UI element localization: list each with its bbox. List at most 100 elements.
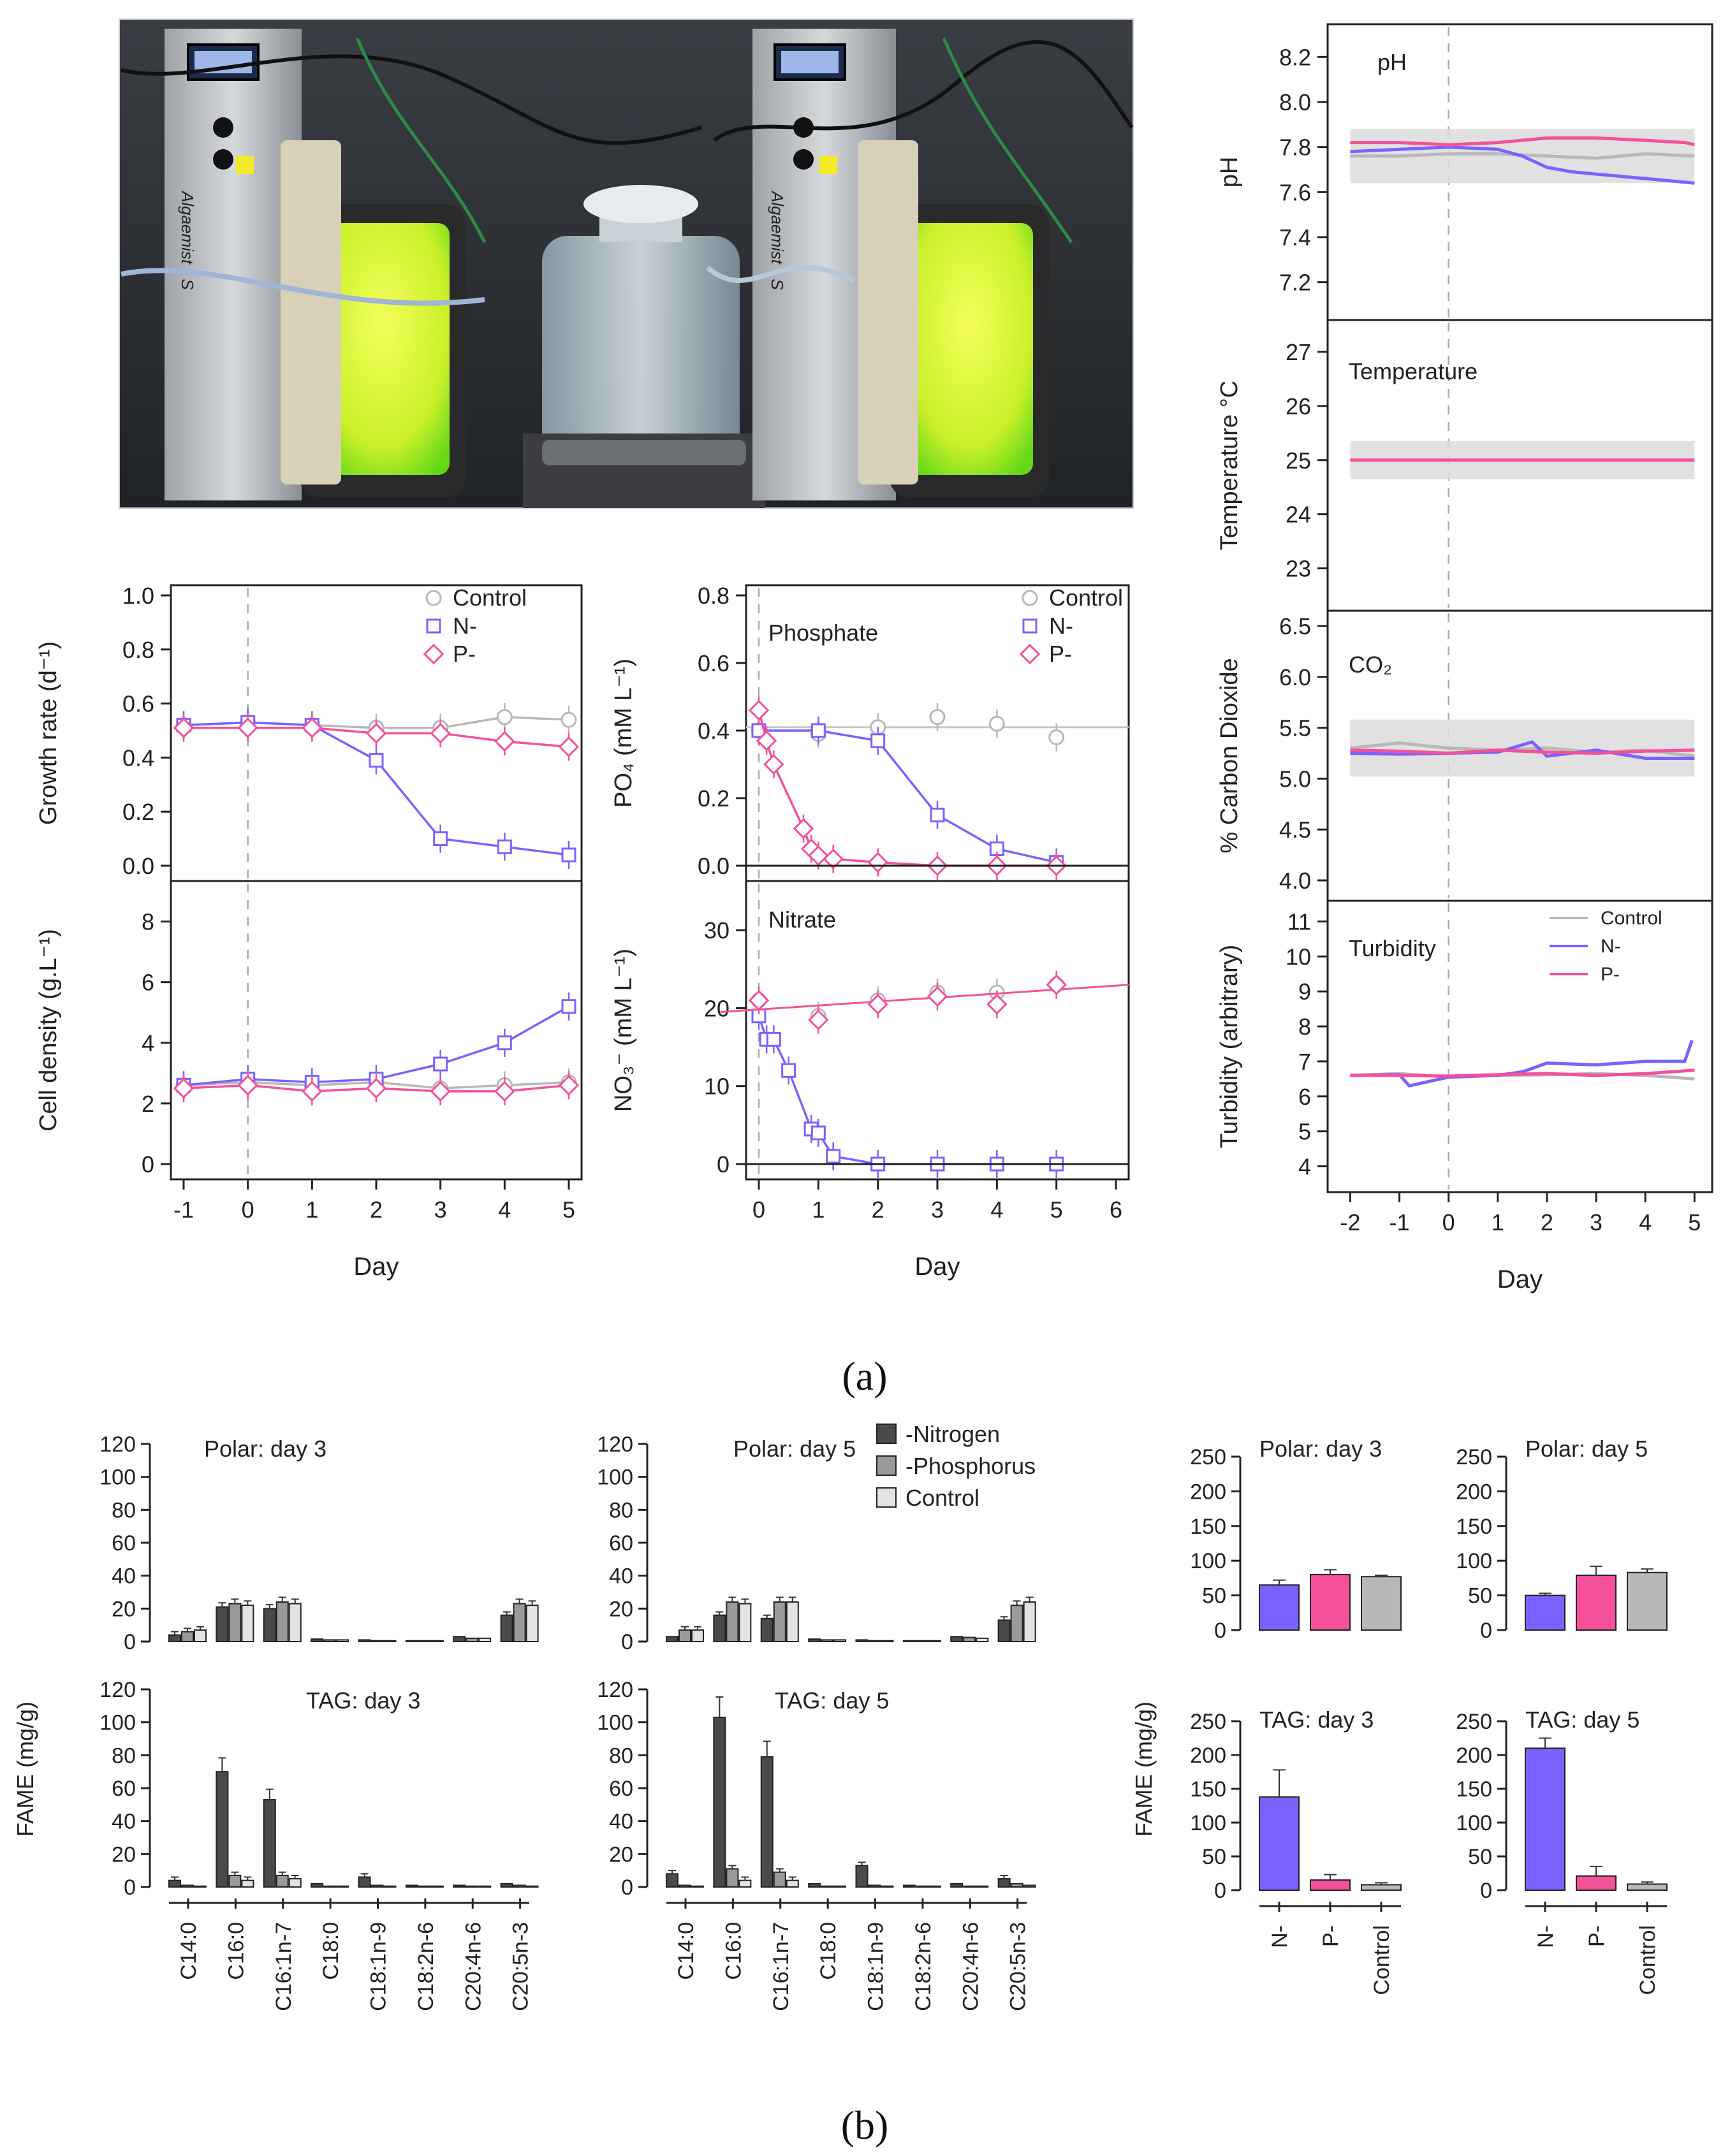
y-tick-label: 0.6 [698, 650, 730, 676]
co2-chart: 4.0 4.5 5.0 5.5 6.0 6.5 % Carbon Dioxide CO₂ [1216, 609, 1713, 902]
y-tick-label: 100 [1190, 1811, 1226, 1835]
point-P- [494, 1081, 515, 1102]
x-tick-label: 4 [990, 1197, 1003, 1223]
polar-day5-chart: 0 20 40 60 80 100 120 Polar: day 5 -Nitrogen -Pho… [597, 1421, 1036, 1654]
bar--Nitrogen [950, 1636, 964, 1642]
bar--Nitrogen [713, 1614, 726, 1643]
y-tick-label: 250 [1190, 1710, 1226, 1734]
panel-title: TAG: day 5 [1525, 1707, 1639, 1733]
y-tick-label: 60 [112, 1531, 136, 1555]
y-tick-label: 80 [112, 1744, 136, 1768]
point-N- [870, 733, 886, 748]
y-tick-label: 30 [704, 917, 730, 943]
bar--Phosphorus [275, 1874, 289, 1888]
y-tick-label: 100 [597, 1711, 633, 1735]
bar--Nitrogen [216, 1771, 229, 1888]
y-tick-label: 7.4 [1279, 224, 1311, 251]
y-tick-label: 4 [1298, 1154, 1311, 1180]
y-tick-label: 20 [112, 1597, 136, 1621]
x-tick-label: 1 [305, 1197, 318, 1223]
legend-label: N- [453, 613, 477, 639]
bar--Nitrogen [311, 1883, 324, 1888]
point-Control [561, 711, 577, 728]
panel-b-label: (b) [841, 2102, 889, 2148]
tag-day5-total-chart: 0 50 100 150 200 250 TAG: day 5 N- P- Control [1456, 1707, 1668, 1995]
x-tick-label: C20:4n-6 [461, 1922, 485, 2011]
series-trend-P- [720, 984, 1129, 1014]
bar-Control [738, 1603, 752, 1642]
bar-Control [786, 1601, 799, 1642]
bar-P- [1310, 1573, 1351, 1631]
x-tick-label: C18:2n-6 [414, 1922, 438, 2011]
y-tick-label: 0 [1480, 1619, 1492, 1643]
plot-frame [170, 880, 583, 1181]
y-tick-label: 80 [112, 1498, 136, 1522]
y-tick-label: 60 [112, 1777, 136, 1801]
left-reactor-label: Algaemist - S [178, 190, 197, 290]
bar--Nitrogen [453, 1884, 466, 1888]
y-tick-label: 6.0 [1279, 664, 1311, 690]
panel-title: Temperature [1349, 358, 1477, 384]
point-P- [237, 717, 258, 739]
bar--Nitrogen [855, 1639, 869, 1643]
y-tick-label: 0.2 [122, 799, 154, 825]
x-tick-label: 3 [1590, 1209, 1602, 1235]
x-tick-label: C14:0 [177, 1922, 201, 1980]
x-tick-label: 4 [498, 1197, 511, 1223]
bar--Phosphorus [466, 1637, 479, 1642]
bar--Nitrogen [358, 1639, 371, 1643]
point-Control [496, 709, 513, 725]
point-P- [494, 731, 515, 752]
point-P- [365, 1077, 387, 1099]
bar--Phosphorus [370, 1640, 384, 1642]
y-tick-label: 200 [1190, 1480, 1226, 1504]
bar--Nitrogen [263, 1608, 276, 1642]
y-tick-label: 50 [1202, 1584, 1226, 1608]
x-tick-label: C18:0 [816, 1922, 840, 1980]
x-tick-label: C18:2n-6 [911, 1922, 935, 2011]
x-tick-label: C16:1n-7 [272, 1922, 296, 2011]
x-tick-label: C16:0 [721, 1922, 745, 1980]
point-P- [748, 989, 770, 1011]
y-tick-label: 250 [1190, 1445, 1226, 1469]
bioreactor-photo: Algaemist - S Algaemist - S [119, 18, 1134, 509]
y-tick-label: 23 [1286, 556, 1311, 582]
x-tick-label: -2 [1340, 1209, 1360, 1235]
x-tick-label: 6 [1110, 1197, 1122, 1223]
y-tick-label: 9 [1298, 979, 1311, 1005]
y-tick-label: 4 [142, 1030, 154, 1056]
point-N- [826, 1149, 841, 1164]
legend-label: P- [453, 641, 476, 667]
bar--Phosphorus [821, 1885, 834, 1888]
legend-swatch [1022, 590, 1038, 606]
bar-Control [833, 1885, 847, 1888]
point-N- [497, 839, 512, 854]
bar-Control [336, 1885, 349, 1888]
point-P- [927, 986, 948, 1007]
y-tick-label: 7.2 [1279, 270, 1311, 296]
bar-Control [241, 1879, 254, 1888]
growth-rate-chart: 0.0 0.2 0.4 0.6 0.8 1.0 Growth rate (d⁻¹) Contr… [35, 583, 583, 882]
bar--Nitrogen [666, 1636, 678, 1642]
x-tick-label: 4 [1639, 1209, 1652, 1235]
bar--Nitrogen [855, 1865, 869, 1888]
bar--Nitrogen [168, 1879, 181, 1888]
bar--Phosphorus [181, 1884, 194, 1888]
point-P- [430, 1081, 451, 1102]
bar-Control [976, 1637, 989, 1642]
panel-title: Polar: day 3 [1259, 1436, 1382, 1462]
x-axis-label: Day [353, 1253, 399, 1281]
x-axis-label: Day [914, 1253, 960, 1281]
x-tick-label: 2 [872, 1197, 884, 1223]
x-tick-label: C20:5n-3 [1006, 1922, 1030, 2011]
y-axis-label: NO₃⁻ (mM L⁻¹) [610, 949, 637, 1112]
bar--Phosphorus [821, 1639, 834, 1643]
y-tick-label: 50 [1202, 1845, 1226, 1869]
bar-Control [194, 1629, 207, 1643]
y-tick-label: 0 [621, 1876, 633, 1900]
bar-N- [1259, 1584, 1300, 1631]
y-tick-label: 2 [142, 1091, 154, 1117]
point-Control [1048, 729, 1065, 746]
y-tick-label: 1.0 [122, 583, 154, 609]
